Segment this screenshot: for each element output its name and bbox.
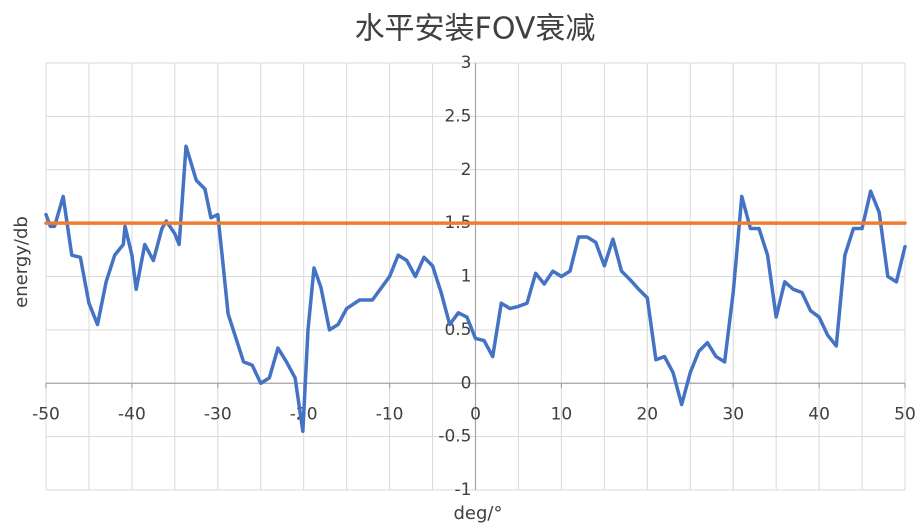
chart-title: 水平安装FOV衰减	[355, 12, 596, 47]
y-tick-label: 3	[461, 53, 472, 73]
x-tick-label: 10	[551, 404, 573, 424]
y-tick-label: -0.5	[438, 427, 471, 447]
y-axis-label: energy/db	[11, 216, 32, 308]
x-tick-label: -30	[204, 404, 232, 424]
x-axis-label: deg/°	[454, 503, 503, 524]
y-tick-label: 2	[461, 160, 472, 180]
data-line	[44, 144, 907, 434]
x-tick-label: 30	[722, 404, 744, 424]
y-tick-label: 1	[461, 267, 472, 287]
x-tick-label: -40	[118, 404, 146, 424]
x-tick-label: 0	[470, 404, 481, 424]
x-tick-label: -10	[376, 404, 404, 424]
x-tick-label: 40	[808, 404, 830, 424]
y-tick-label: 0	[461, 373, 472, 393]
y-tick-label: -1	[455, 480, 472, 500]
x-tick-label: -50	[32, 404, 60, 424]
x-tick-label: 20	[636, 404, 658, 424]
y-tick-label: 2.5	[444, 106, 471, 126]
x-tick-label: 50	[894, 404, 916, 424]
